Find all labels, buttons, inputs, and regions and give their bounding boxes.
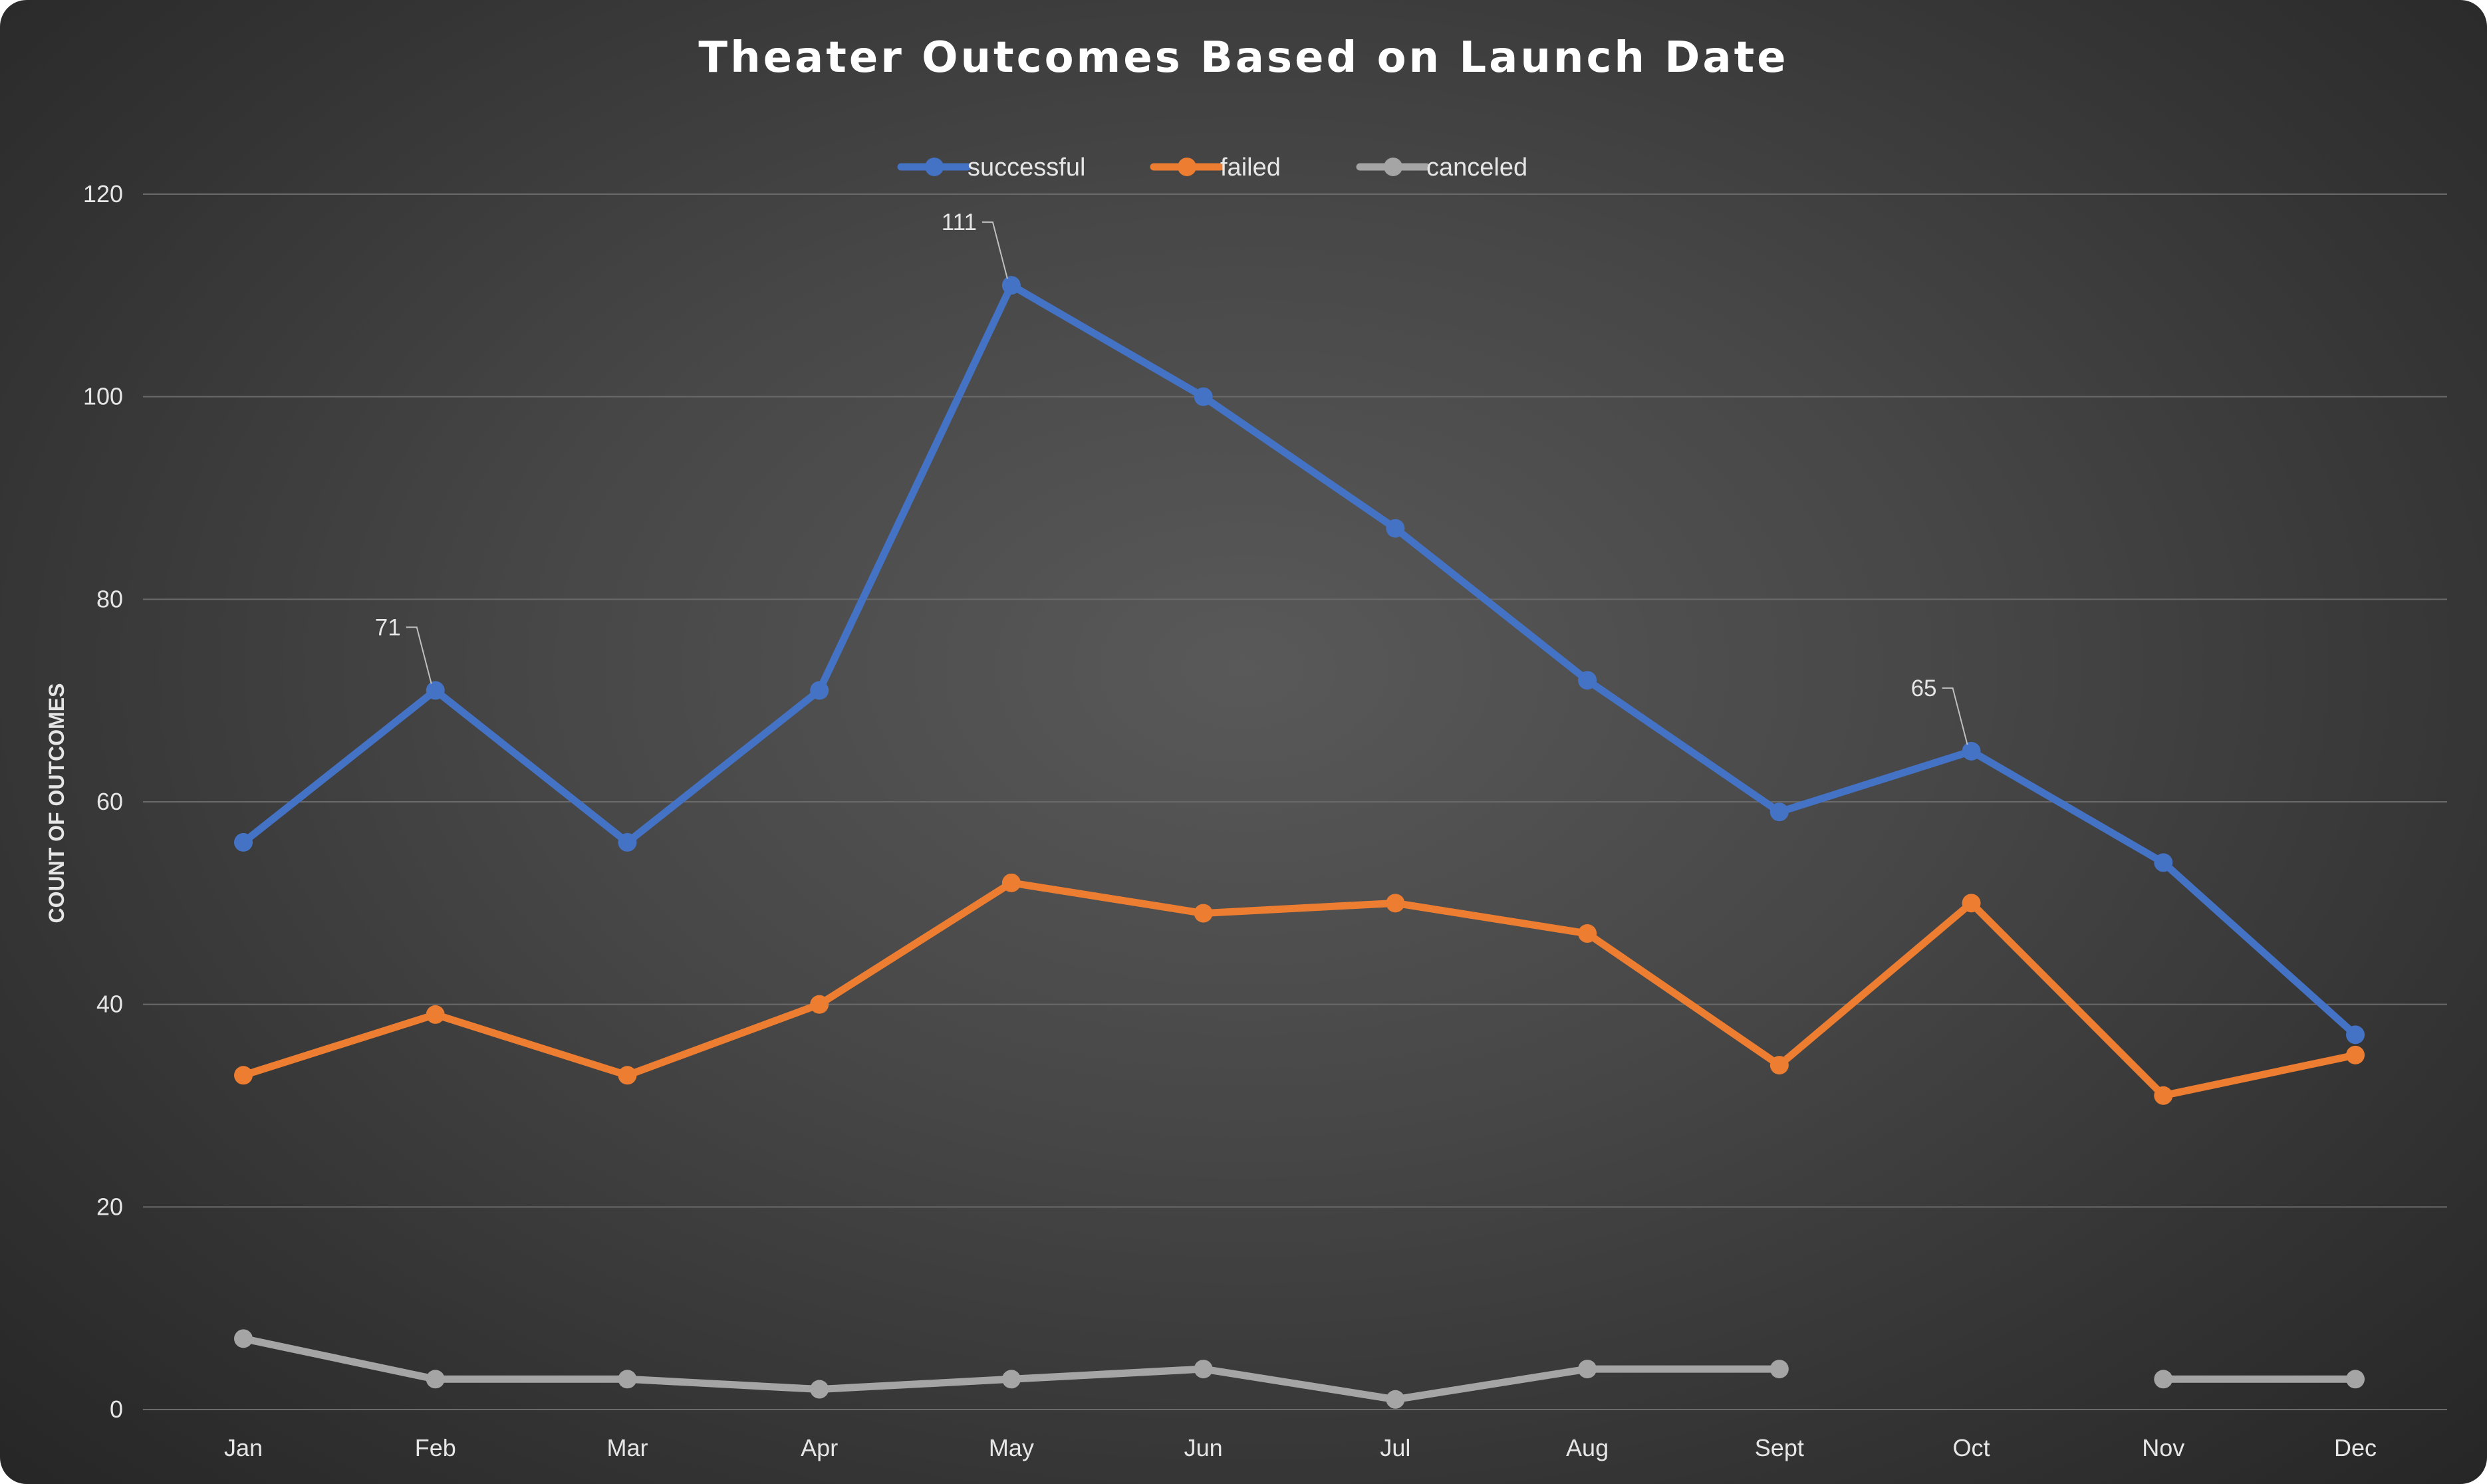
gridlines (143, 193, 2447, 1410)
point-failed-mar (618, 1066, 637, 1085)
legend-label-canceled: canceled (1426, 154, 1527, 182)
point-canceled-jun (1194, 1360, 1213, 1379)
legend-item-canceled: canceled (1356, 154, 1527, 182)
point-canceled-feb (426, 1370, 445, 1389)
point-successful-dec (2346, 1025, 2365, 1045)
point-successful-jul (1386, 519, 1405, 538)
point-canceled-apr (810, 1380, 829, 1399)
series-line-successful-0 (239, 281, 2359, 1039)
point-canceled-dec (2346, 1370, 2365, 1389)
data-label-text: 111 (942, 209, 977, 235)
leader-line (406, 626, 432, 684)
x-tick-label-mar: Mar (606, 1434, 648, 1461)
legend: successful failed canceled (897, 154, 1527, 182)
point-failed-jan (234, 1066, 253, 1085)
y-tick-label-40: 40 (96, 991, 123, 1018)
series-layer (234, 276, 2365, 1409)
chart-title: Theater Outcomes Based on Launch Date (698, 33, 1788, 82)
point-failed-oct (1962, 894, 1981, 913)
leader-line (1942, 687, 1968, 745)
point-canceled-nov (2154, 1370, 2173, 1389)
x-tick-label-nov: Nov (2142, 1434, 2184, 1461)
point-successful-may (1001, 276, 1021, 295)
x-tick-label-may: May (989, 1434, 1034, 1461)
series-canceled (234, 1329, 2365, 1409)
data-label-text: 71 (375, 614, 401, 640)
x-tick-label-apr: Apr (801, 1434, 838, 1461)
y-tick-label-120: 120 (83, 180, 123, 207)
data-label-successful-oct: 65 (1911, 676, 1968, 745)
point-canceled-may (1001, 1370, 1021, 1389)
legend-item-successful: successful (897, 154, 1085, 182)
y-axis-title: COUNT OF OUTCOMES (45, 683, 68, 924)
point-successful-jun (1194, 387, 1213, 406)
data-labels: 71 111 65 (375, 209, 1968, 745)
point-failed-sept (1769, 1056, 1789, 1075)
y-tick-label-80: 80 (96, 585, 123, 612)
x-axis-ticks: Jan Feb Mar Apr May Jun Jul Aug Sept Oct Nov Dec (224, 1434, 2377, 1461)
point-canceled-sept (1769, 1360, 1789, 1379)
x-tick-label-jul: Jul (1380, 1434, 1410, 1461)
data-label-successful-feb: 71 (375, 614, 432, 684)
point-successful-feb (426, 681, 445, 700)
legend-label-successful: successful (968, 154, 1085, 182)
data-label-text: 65 (1911, 676, 1937, 701)
x-tick-label-feb: Feb (415, 1434, 456, 1461)
legend-label-failed: failed (1220, 154, 1281, 182)
point-successful-mar (618, 832, 637, 852)
point-failed-nov (2154, 1086, 2173, 1105)
point-successful-aug (1578, 671, 1597, 690)
point-canceled-jul (1386, 1390, 1405, 1409)
point-canceled-jan (234, 1329, 253, 1348)
y-tick-label-0: 0 (110, 1396, 123, 1423)
point-failed-jun (1194, 904, 1213, 923)
x-tick-label-aug: Aug (1566, 1434, 1609, 1461)
y-tick-label-20: 20 (96, 1193, 123, 1220)
series-successful (234, 276, 2365, 1045)
legend-item-failed: failed (1150, 154, 1281, 182)
y-axis-ticks: 0 20 40 60 80 100 120 (83, 180, 123, 1423)
point-failed-may (1001, 873, 1021, 892)
point-successful-nov (2154, 853, 2173, 872)
x-tick-label-dec: Dec (2334, 1434, 2377, 1461)
point-failed-apr (810, 995, 829, 1014)
point-failed-feb (426, 1005, 445, 1024)
leader-line (982, 221, 1008, 279)
point-successful-oct (1962, 741, 1981, 761)
series-line-failed-0 (239, 879, 2359, 1100)
x-tick-label-jan: Jan (224, 1434, 263, 1461)
point-canceled-mar (618, 1370, 637, 1389)
x-tick-label-jun: Jun (1184, 1434, 1223, 1461)
legend-marker-failed (1178, 158, 1196, 176)
x-tick-label-oct: Oct (1953, 1434, 1990, 1461)
point-failed-jul (1386, 894, 1405, 913)
point-successful-jan (234, 832, 253, 852)
legend-marker-successful (925, 158, 944, 176)
series-line-canceled-0 (239, 1334, 1783, 1404)
point-successful-sept (1769, 803, 1789, 822)
point-canceled-aug (1578, 1360, 1597, 1379)
y-tick-label-60: 60 (96, 788, 123, 815)
point-successful-apr (810, 681, 829, 700)
series-failed (234, 873, 2365, 1105)
y-tick-label-100: 100 (83, 383, 123, 410)
x-tick-label-sept: Sept (1755, 1434, 1804, 1461)
data-label-successful-may: 111 (942, 209, 1008, 279)
point-failed-aug (1578, 924, 1597, 943)
point-failed-dec (2346, 1045, 2365, 1064)
legend-marker-canceled (1384, 158, 1402, 176)
